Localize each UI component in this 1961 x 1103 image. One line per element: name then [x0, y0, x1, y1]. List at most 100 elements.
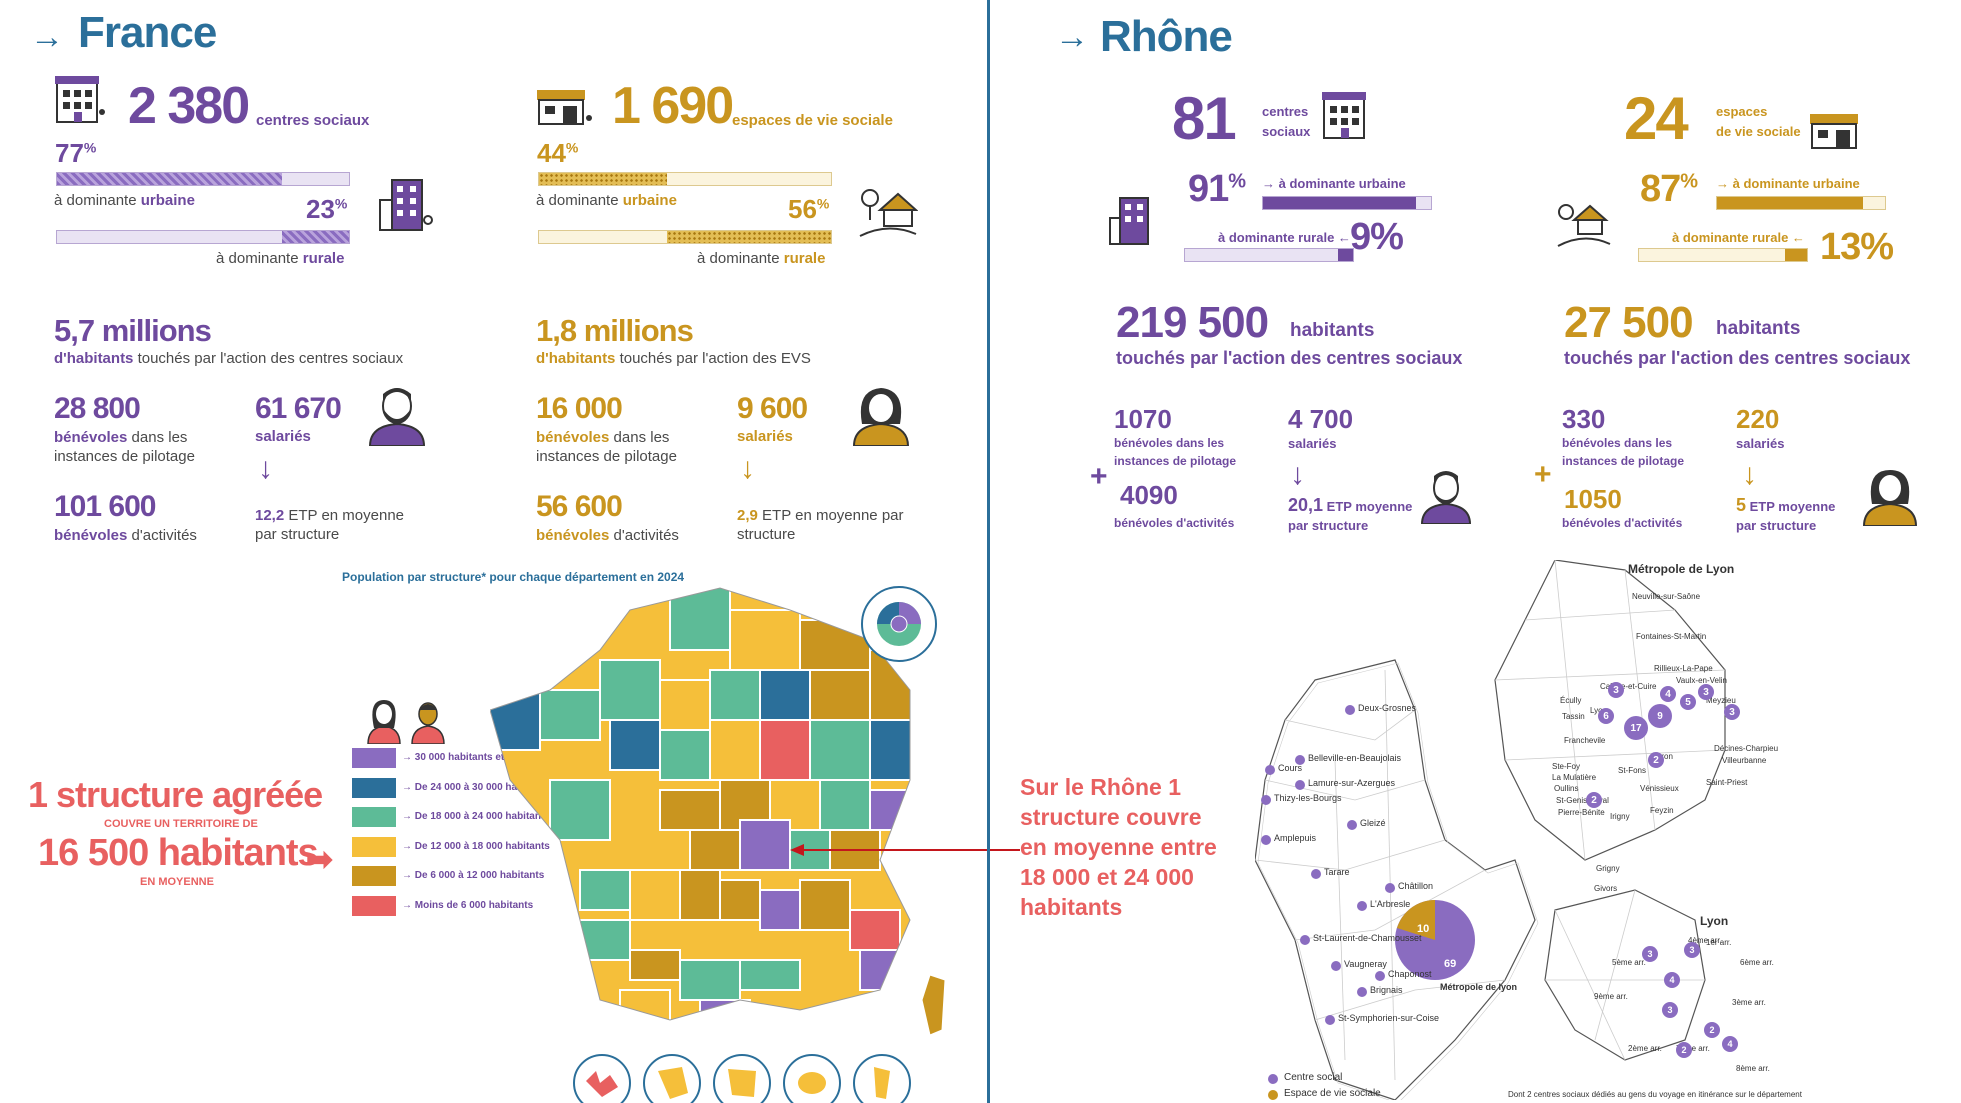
metro-commune-label: Fontaines-St-Martin	[1636, 632, 1707, 641]
legend-label: → 30 000 habitants et plus	[402, 752, 528, 763]
arrow-right-icon: ➡	[306, 841, 333, 877]
rh-cs-rural-pct: 9%	[1350, 216, 1404, 258]
rh-evs-hab-unit: habitants	[1716, 318, 1801, 339]
arrow-down-icon: ↓	[1742, 458, 1757, 491]
legend-swatch	[352, 836, 396, 857]
fr-cs-benev-act: 101 600	[54, 490, 156, 523]
commune-label: Tarare	[1324, 867, 1350, 877]
metro-commune-label: Vaulx-en-Velin	[1676, 676, 1727, 685]
rh-evs-hab-sub: touchés par l'action des centres sociaux	[1564, 348, 1911, 368]
legend-swatch	[352, 807, 396, 827]
structure-line3: 16 500 habitants	[38, 832, 319, 874]
commune-label: Amplepuis	[1274, 833, 1317, 843]
legend-label: → Moins de 6 000 habitants	[402, 899, 534, 911]
metro-commune-label: Tassin	[1562, 712, 1585, 721]
metro-count-marker: 3	[1608, 682, 1624, 698]
rh-cs-benev-label: bénévoles dans les instances de pilotage	[1114, 436, 1237, 468]
footnote: Dont 2 centres sociaux dédiés au gens du…	[1508, 1090, 1802, 1099]
fr-evs-label: espaces de vie sociale	[732, 112, 893, 129]
commune-marker	[1347, 820, 1357, 830]
legend-label: → De 18 000 à 24 000 habitants	[402, 811, 550, 822]
lyon-arr-label: 8ème arr.	[1736, 1064, 1770, 1073]
commune-label: Cours	[1278, 763, 1303, 773]
commune-label: Châtillon	[1398, 881, 1434, 891]
metro-commune-label: Grigny	[1596, 864, 1620, 873]
metro-title: Métropole de Lyon	[1628, 562, 1735, 576]
rh-cs-sal: 4 700	[1288, 404, 1354, 434]
arrow-icon: →	[1055, 18, 1089, 56]
commune-label: St-Laurent-de-Chamousset	[1313, 933, 1422, 943]
rh-cs-benev-act-label: bénévoles d'activités	[1114, 516, 1235, 530]
legend-cs-dot	[1268, 1074, 1278, 1084]
metro-commune-label: La Mulatière	[1552, 773, 1597, 782]
fr-cs-benev-act-text: bénévoles d'activités	[54, 527, 197, 544]
lyon-arr-label: 9ème arr.	[1594, 992, 1628, 1001]
legend-label: → De 24 000 à 30 000 habitants	[402, 781, 550, 793]
rhone-note: Sur le Rhône 1 structure couvre en moyen…	[1020, 774, 1217, 920]
fr-cs-benev: 28 800	[54, 392, 141, 425]
lyon-count-marker: 4	[1722, 1036, 1738, 1052]
commune-marker	[1300, 935, 1310, 945]
man-avatar-icon	[1420, 471, 1472, 524]
overseas-insets	[573, 1054, 911, 1103]
rh-evs-urban-label: → à dominante urbaine	[1716, 176, 1860, 191]
metro-count-marker: 17	[1624, 716, 1648, 740]
city-building-icon	[379, 179, 433, 231]
fr-cs-urban-bar	[56, 172, 350, 186]
fr-evs-benev-act: 56 600	[536, 490, 623, 523]
rh-evs-rural-label: à dominante rurale ←	[1672, 230, 1805, 245]
fr-cs-urban-label: à dominante urbaine	[54, 192, 195, 209]
metro-pie-label: Métropole de lyon	[1440, 982, 1518, 992]
lyon-arr-label: 5ème arr.	[1612, 958, 1646, 967]
rural-house-icon	[1557, 204, 1611, 247]
metro-commune-label: Franchevile	[1564, 736, 1606, 745]
rh-evs-urban-pct: 87%	[1640, 168, 1698, 210]
rhone-map	[1255, 560, 1726, 1100]
woman-avatar-icon	[1862, 470, 1918, 526]
fr-evs-hab-text: d'habitants touchés par l'action des EVS	[536, 350, 811, 367]
house-icon	[1810, 114, 1858, 149]
commune-marker	[1261, 795, 1271, 805]
plus-icon: +	[1090, 460, 1108, 493]
rh-evs-benev-act-label: bénévoles d'activités	[1562, 516, 1683, 530]
rh-cs-etp: 20,1 ETP moyenne par structure	[1288, 495, 1413, 534]
lyon-count-marker: 2	[1704, 1022, 1720, 1038]
metro-commune-label: Oullins	[1554, 784, 1579, 793]
rh-evs-sal-label: salariés	[1736, 436, 1785, 451]
fr-evs-sal-label: salariés	[737, 428, 793, 445]
commune-label: St-Symphorien-sur-Coise	[1338, 1013, 1440, 1023]
metro-count-marker: 6	[1598, 708, 1614, 724]
legend-evs-label: Espace de vie sociale	[1284, 1088, 1381, 1099]
commune-marker	[1345, 705, 1355, 715]
arrow-icon: →	[30, 18, 64, 56]
legend-swatch	[352, 748, 396, 768]
rh-evs-urban-bar	[1716, 196, 1886, 210]
paris-inset-map	[861, 586, 937, 662]
fr-evs-count: 1 690	[612, 77, 734, 135]
fr-cs-rural-label: à dominante rurale	[216, 250, 345, 267]
metro-commune-label: Écully	[1560, 696, 1582, 705]
rh-evs-sal: 220	[1736, 404, 1780, 434]
arrow-down-icon: ↓	[258, 452, 273, 485]
metro-commune-label: Rillieux-La-Pape	[1654, 664, 1713, 673]
plus-icon: +	[1534, 458, 1552, 491]
rural-house-icon	[859, 189, 918, 237]
fr-evs-hab: 1,8 millions	[536, 313, 694, 348]
metro-commune-label: Vénissieux	[1640, 784, 1679, 793]
fr-evs-rural-bar	[538, 230, 832, 244]
woman-avatar-icon	[852, 388, 910, 446]
rh-evs-label: espaces de vie sociale	[1716, 104, 1801, 139]
legend-swatch	[352, 777, 396, 798]
metro-commune-label: Villeurbanne	[1722, 756, 1767, 765]
commune-marker	[1295, 755, 1305, 765]
legend-swatch	[352, 866, 396, 886]
lyon-arr-label: 4ème arr.	[1688, 936, 1722, 945]
commune-label: Gleizé	[1360, 818, 1386, 828]
structure-line2: COUVRE UN TERRITOIRE DE	[104, 818, 258, 830]
rh-evs-rural-bar	[1638, 248, 1808, 262]
rh-cs-benev-act: 4090	[1120, 480, 1178, 510]
rh-cs-urban-pct: 91%	[1188, 168, 1246, 210]
metro-commune-label: Ste-Foy	[1552, 762, 1581, 771]
commune-label: Chaponost	[1388, 969, 1432, 979]
rh-cs-count: 81	[1172, 85, 1237, 152]
